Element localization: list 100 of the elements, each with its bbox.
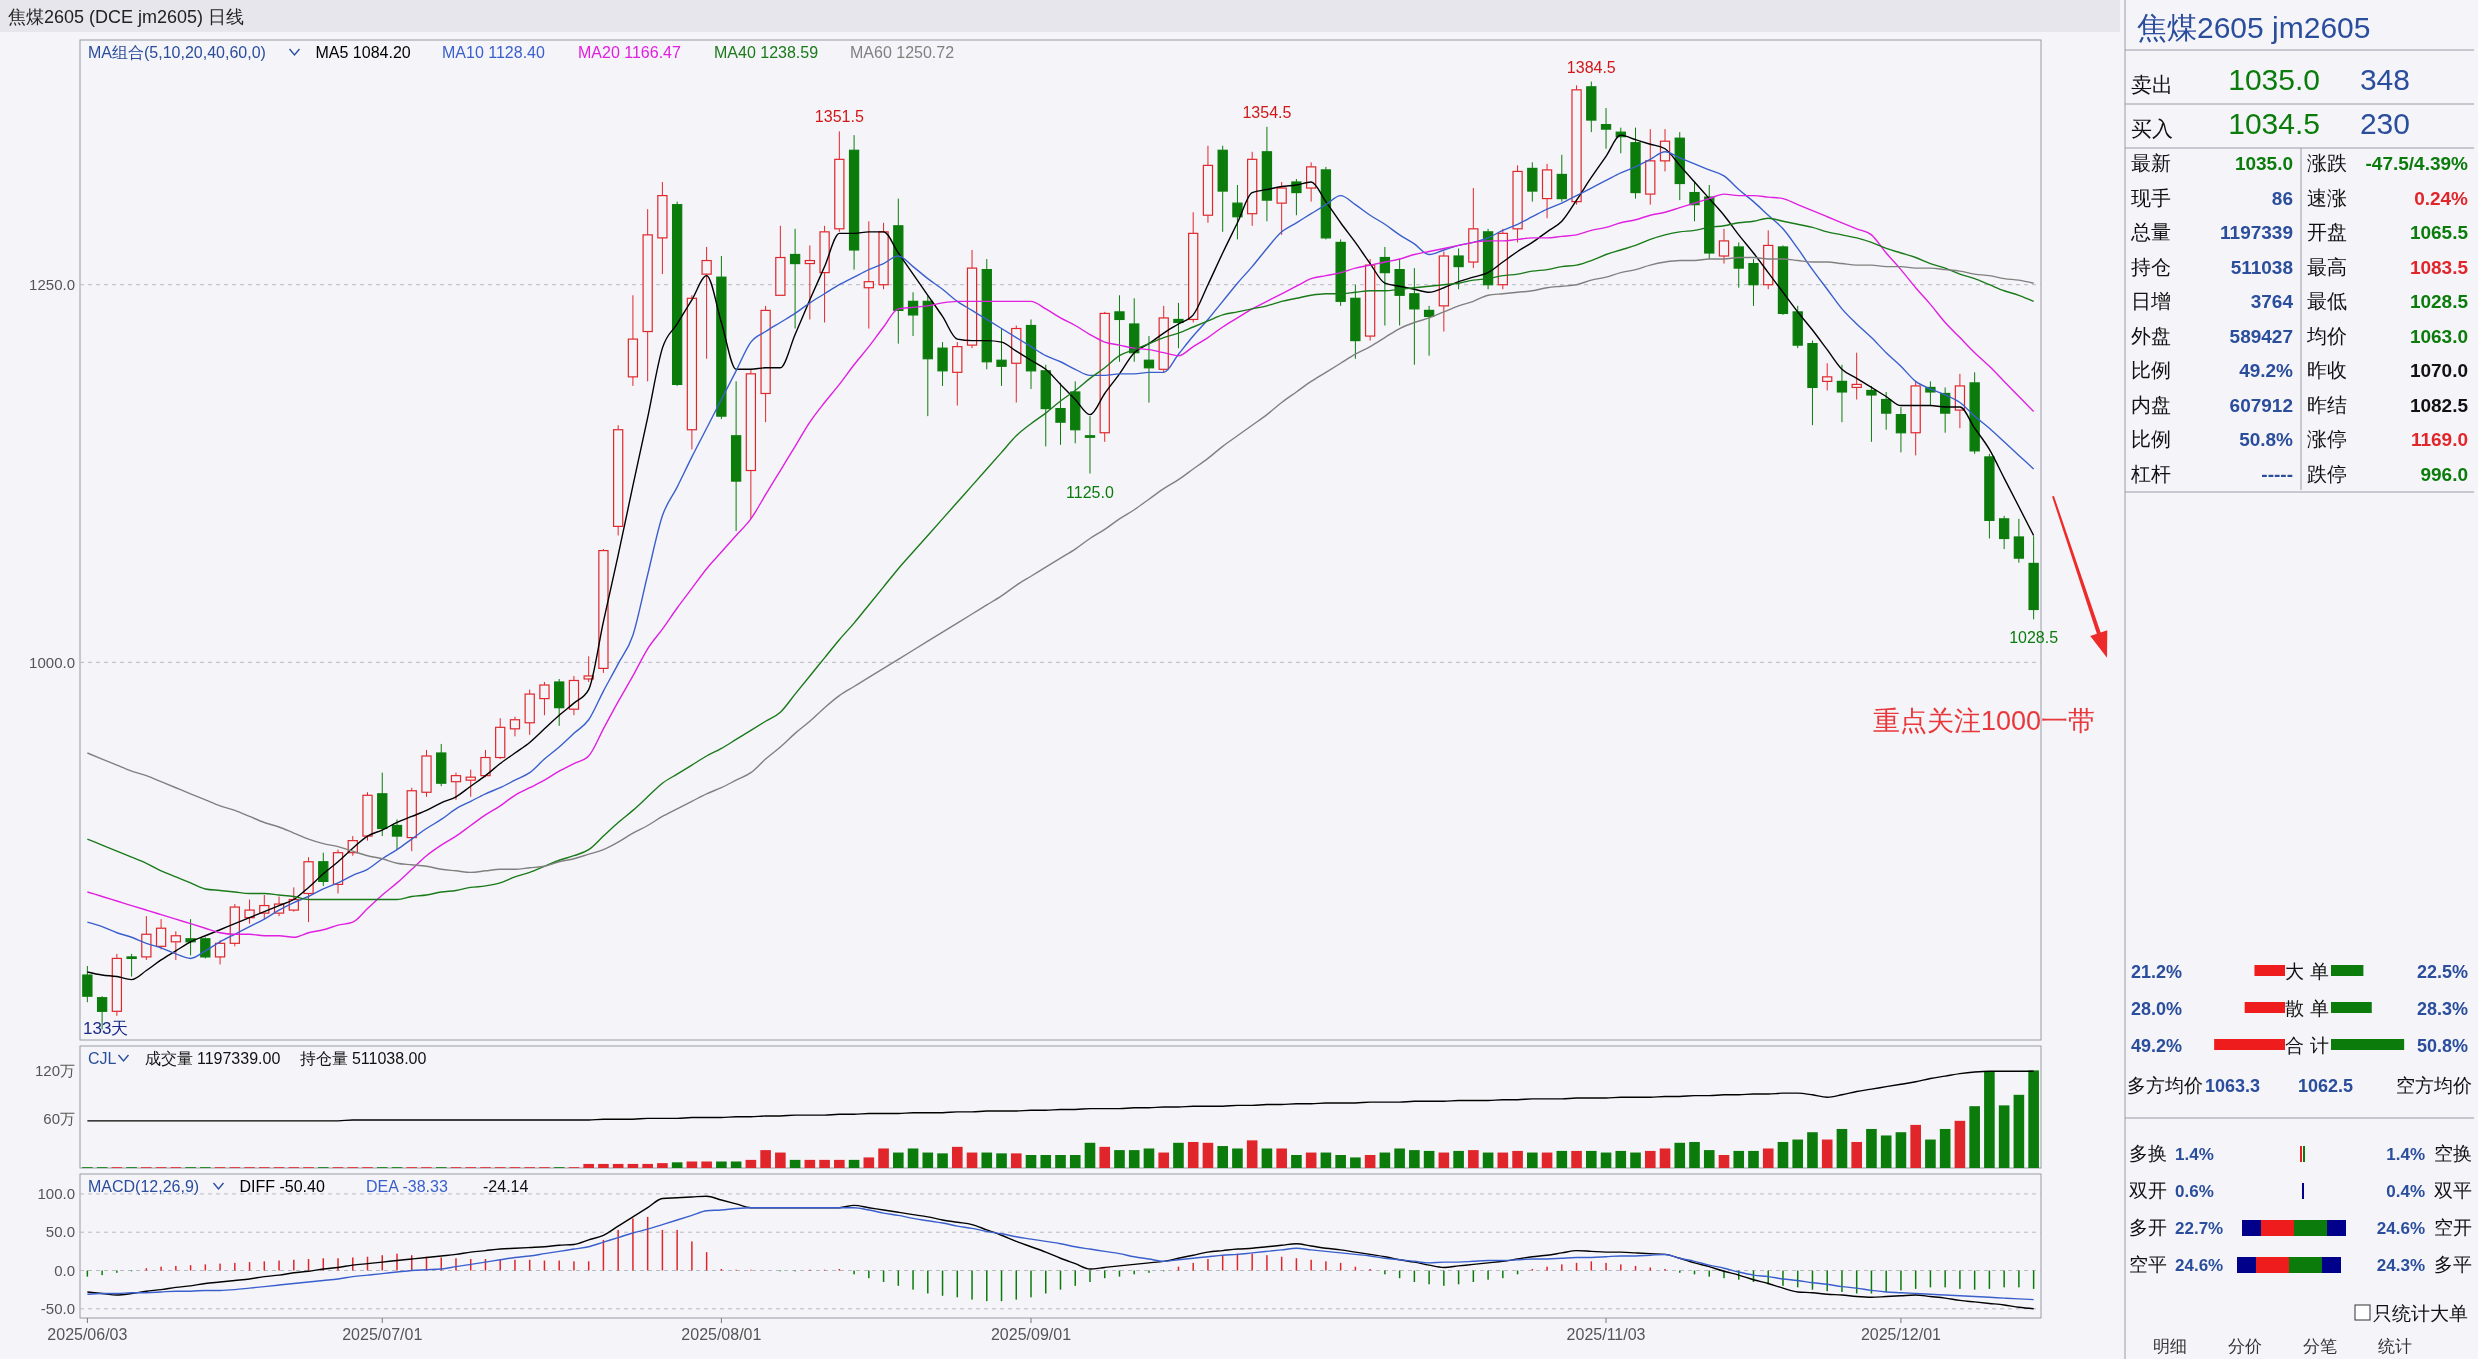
x-tick-label: 2025/09/01 (990, 1326, 1072, 1343)
bar (819, 1159, 830, 1168)
bar (1453, 1150, 1464, 1168)
text: 1.4% (2175, 1145, 2214, 1164)
text: 1063.0 (2409, 325, 2468, 347)
annotation: 成交量 1197339.00 (144, 1050, 281, 1067)
chart-subtitle: MA组合(5,10,20,40,60,0) (88, 44, 266, 61)
text: 996.0 (2420, 463, 2468, 485)
bar (1998, 1105, 2010, 1168)
annotation: 1354.5 (1242, 103, 1292, 121)
y-tick-label: 50.0 (45, 1223, 75, 1241)
text: 1169.0 (2410, 429, 2468, 450)
text: 持仓 (2131, 255, 2171, 278)
bar (1128, 1150, 1140, 1168)
candlestick (1114, 294, 1125, 363)
candlestick (657, 181, 668, 275)
bar (1777, 1141, 1789, 1168)
bar (1910, 1124, 1921, 1168)
bar (1350, 1157, 1361, 1168)
text: MA40 1238.59 (714, 44, 819, 61)
candlestick (789, 228, 801, 330)
text: 230 (2359, 107, 2410, 140)
text: 分价 (2228, 1337, 2262, 1356)
data-label: 49.2% (2131, 1036, 2183, 1056)
candlestick (1998, 515, 2010, 550)
candlestick (671, 201, 683, 387)
text: 589427 (2229, 325, 2293, 347)
bar (1585, 1150, 1597, 1168)
text: 24.6% (2376, 1219, 2425, 1238)
text: 0.24% (2414, 187, 2469, 209)
annotation: 133天 (83, 1019, 129, 1038)
bar (2013, 1094, 2025, 1168)
candlestick (1409, 267, 1420, 366)
text: 1035.0 (2228, 63, 2320, 96)
bar (937, 1153, 948, 1168)
text: 最高 (2307, 255, 2347, 278)
candlestick (1556, 154, 1567, 203)
text: 外盘 (2131, 324, 2171, 347)
candlestick (450, 772, 462, 801)
bar (1836, 1128, 1848, 1168)
candlestick (996, 328, 1007, 387)
text: 焦煤2605 jm2605 (2137, 11, 2371, 44)
text: 1028.5 (2409, 291, 2469, 312)
text: 昨收 (2307, 359, 2347, 381)
text: 24.6% (2175, 1256, 2224, 1275)
candlestick (1851, 352, 1862, 401)
candlestick (1423, 305, 1435, 357)
text: 最低 (2307, 290, 2347, 312)
annotation: 持仓量 511038.00 (299, 1050, 427, 1067)
text: ----- (2261, 463, 2293, 485)
bar (1748, 1150, 1759, 1168)
text: 空方均价 (2396, 1075, 2472, 1096)
candlestick (1600, 107, 1612, 150)
bar (1674, 1142, 1686, 1168)
candlestick (642, 208, 653, 382)
chart-subtitle: CJL (88, 1050, 117, 1067)
bar (1099, 1146, 1111, 1168)
text: 1070.0 (2409, 360, 2468, 381)
line-series (86, 1070, 2035, 1122)
bar (1438, 1152, 1450, 1168)
bar (1276, 1148, 1287, 1168)
bar (1512, 1150, 1523, 1168)
bar (1409, 1150, 1420, 1168)
text: 0.6% (2175, 1182, 2214, 1201)
candlestick (907, 291, 919, 337)
candlestick (701, 246, 712, 360)
text: DEA -38.33 (366, 1178, 448, 1195)
candlestick (1438, 250, 1450, 333)
bar (1364, 1154, 1376, 1168)
bar (716, 1161, 727, 1168)
bar (1291, 1154, 1302, 1168)
bar (1556, 1150, 1568, 1168)
bar (642, 1163, 653, 1168)
text: 开盘 (2307, 221, 2347, 243)
candlestick (848, 134, 860, 271)
bar (1925, 1139, 1936, 1168)
text: 涨停 (2307, 428, 2347, 450)
bar (907, 1148, 919, 1168)
bar (1114, 1150, 1125, 1168)
bar (1880, 1135, 1892, 1168)
x-tick-label: 2025/12/01 (1860, 1326, 1942, 1343)
text: 均价 (2306, 324, 2347, 347)
text: 1035.0 (2234, 153, 2293, 174)
candlestick (2028, 535, 2039, 620)
bar (789, 1159, 801, 1168)
candlestick (1261, 126, 1273, 222)
bar (834, 1159, 845, 1168)
data-label: 22.5% (2416, 962, 2468, 982)
annotation: 1384.5 (1566, 58, 1616, 76)
text: 24.3% (2376, 1256, 2425, 1275)
text: 速涨 (2307, 186, 2347, 209)
bar (1954, 1120, 1966, 1168)
text: 多开 (2129, 1217, 2167, 1238)
candlestick (391, 818, 403, 851)
y-tick-label: 0.0 (54, 1261, 75, 1279)
candlestick (834, 130, 845, 233)
candlestick (1777, 244, 1789, 316)
candlestick (1836, 364, 1848, 423)
chart-title: 焦煤2605 (DCE jm2605) 日线 (8, 7, 245, 27)
text: 双平 (2434, 1180, 2472, 1201)
